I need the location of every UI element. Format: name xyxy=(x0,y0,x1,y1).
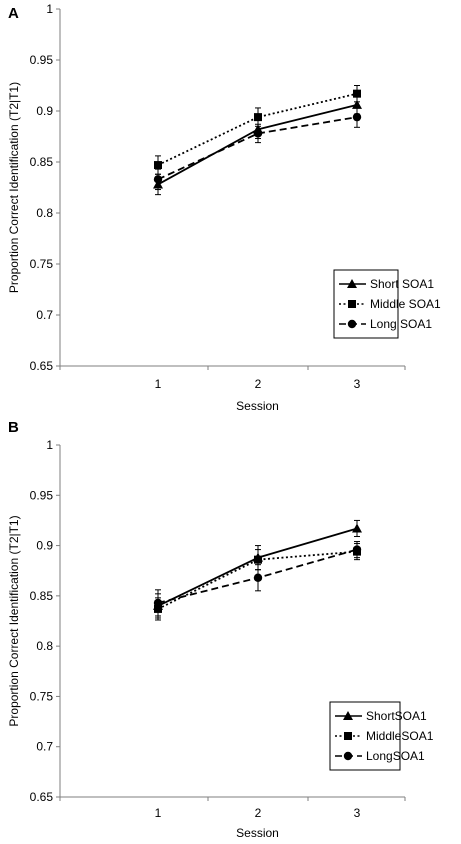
y-tick-label: 1 xyxy=(46,438,53,452)
legend-marker xyxy=(344,732,352,740)
data-point xyxy=(353,89,361,98)
legend-marker xyxy=(343,751,353,761)
legend-label: ShortSOA1 xyxy=(366,709,427,723)
legend: Short SOA1 Middle SOA1 Long SOA1 xyxy=(333,269,441,339)
data-point xyxy=(253,573,263,582)
y-tick-label: 0.75 xyxy=(30,689,54,703)
panel-label: B xyxy=(8,419,19,436)
series-square xyxy=(154,85,361,175)
y-tick-label: 0.85 xyxy=(30,589,54,603)
y-tick-label: 0.95 xyxy=(30,488,54,502)
data-point xyxy=(253,129,263,138)
x-tick-label: 1 xyxy=(155,377,162,391)
data-point xyxy=(254,555,262,564)
data-point xyxy=(254,113,262,122)
legend-marker xyxy=(348,300,356,308)
data-point xyxy=(352,545,362,554)
data-point xyxy=(153,598,163,608)
legend: ShortSOA1 MiddleSOA1 LongSOA1 xyxy=(329,701,434,771)
data-point xyxy=(153,175,163,184)
chart-panel-a: A 0.65 0.7 0.75 0.8 0.85 0.9 0.95 1 1 2 3 Session Pro… xyxy=(7,2,441,413)
x-axis-title: Session xyxy=(236,399,279,413)
series-line xyxy=(157,92,358,166)
y-tick-label: 0.85 xyxy=(30,155,54,169)
legend-label: Middle SOA1 xyxy=(370,297,441,311)
y-tick-label: 0.9 xyxy=(36,104,53,118)
y-tick-label: 0.7 xyxy=(36,308,53,322)
y-tick-label: 0.8 xyxy=(36,206,53,220)
data-point xyxy=(352,523,362,533)
series-circle xyxy=(153,106,362,191)
y-tick-label: 0.7 xyxy=(36,740,53,754)
y-tick-label: 0.65 xyxy=(30,359,54,373)
y-axis-title: Proportion Correct Identification (T2|T1… xyxy=(7,515,21,726)
x-tick-label: 3 xyxy=(354,377,361,391)
x-tick-label: 3 xyxy=(354,806,361,820)
legend-marker xyxy=(347,279,357,288)
chart-panel-b: B 0.65 0.7 0.75 0.8 0.85 0.9 0.95 1 1 2 3 Session Pro… xyxy=(7,419,434,840)
y-tick-label: 0.95 xyxy=(30,53,54,67)
x-tick-label: 2 xyxy=(255,806,262,820)
y-tick-label: 1 xyxy=(46,2,53,16)
legend-box xyxy=(329,701,401,771)
legend-label: Long SOA1 xyxy=(370,317,432,331)
y-tick-label: 0.65 xyxy=(30,790,54,804)
series-line xyxy=(157,550,358,610)
legend-label: MiddleSOA1 xyxy=(366,729,434,743)
y-tick-label: 0.9 xyxy=(36,539,53,553)
panel-label: A xyxy=(8,5,19,22)
legend-label: LongSOA1 xyxy=(366,749,425,763)
legend-marker xyxy=(347,319,357,329)
x-axis-title: Session xyxy=(236,826,279,840)
data-point xyxy=(352,112,362,122)
legend-label: Short SOA1 xyxy=(370,277,434,291)
x-tick-label: 2 xyxy=(255,377,262,391)
y-axis-title: Proportion Correct Identification (T2|T1… xyxy=(7,82,21,293)
y-tick-label: 0.75 xyxy=(30,257,54,271)
data-point xyxy=(154,161,162,170)
series-circle xyxy=(153,541,362,617)
legend-marker xyxy=(343,711,353,720)
y-tick-label: 0.8 xyxy=(36,639,53,653)
x-tick-label: 1 xyxy=(155,806,162,820)
